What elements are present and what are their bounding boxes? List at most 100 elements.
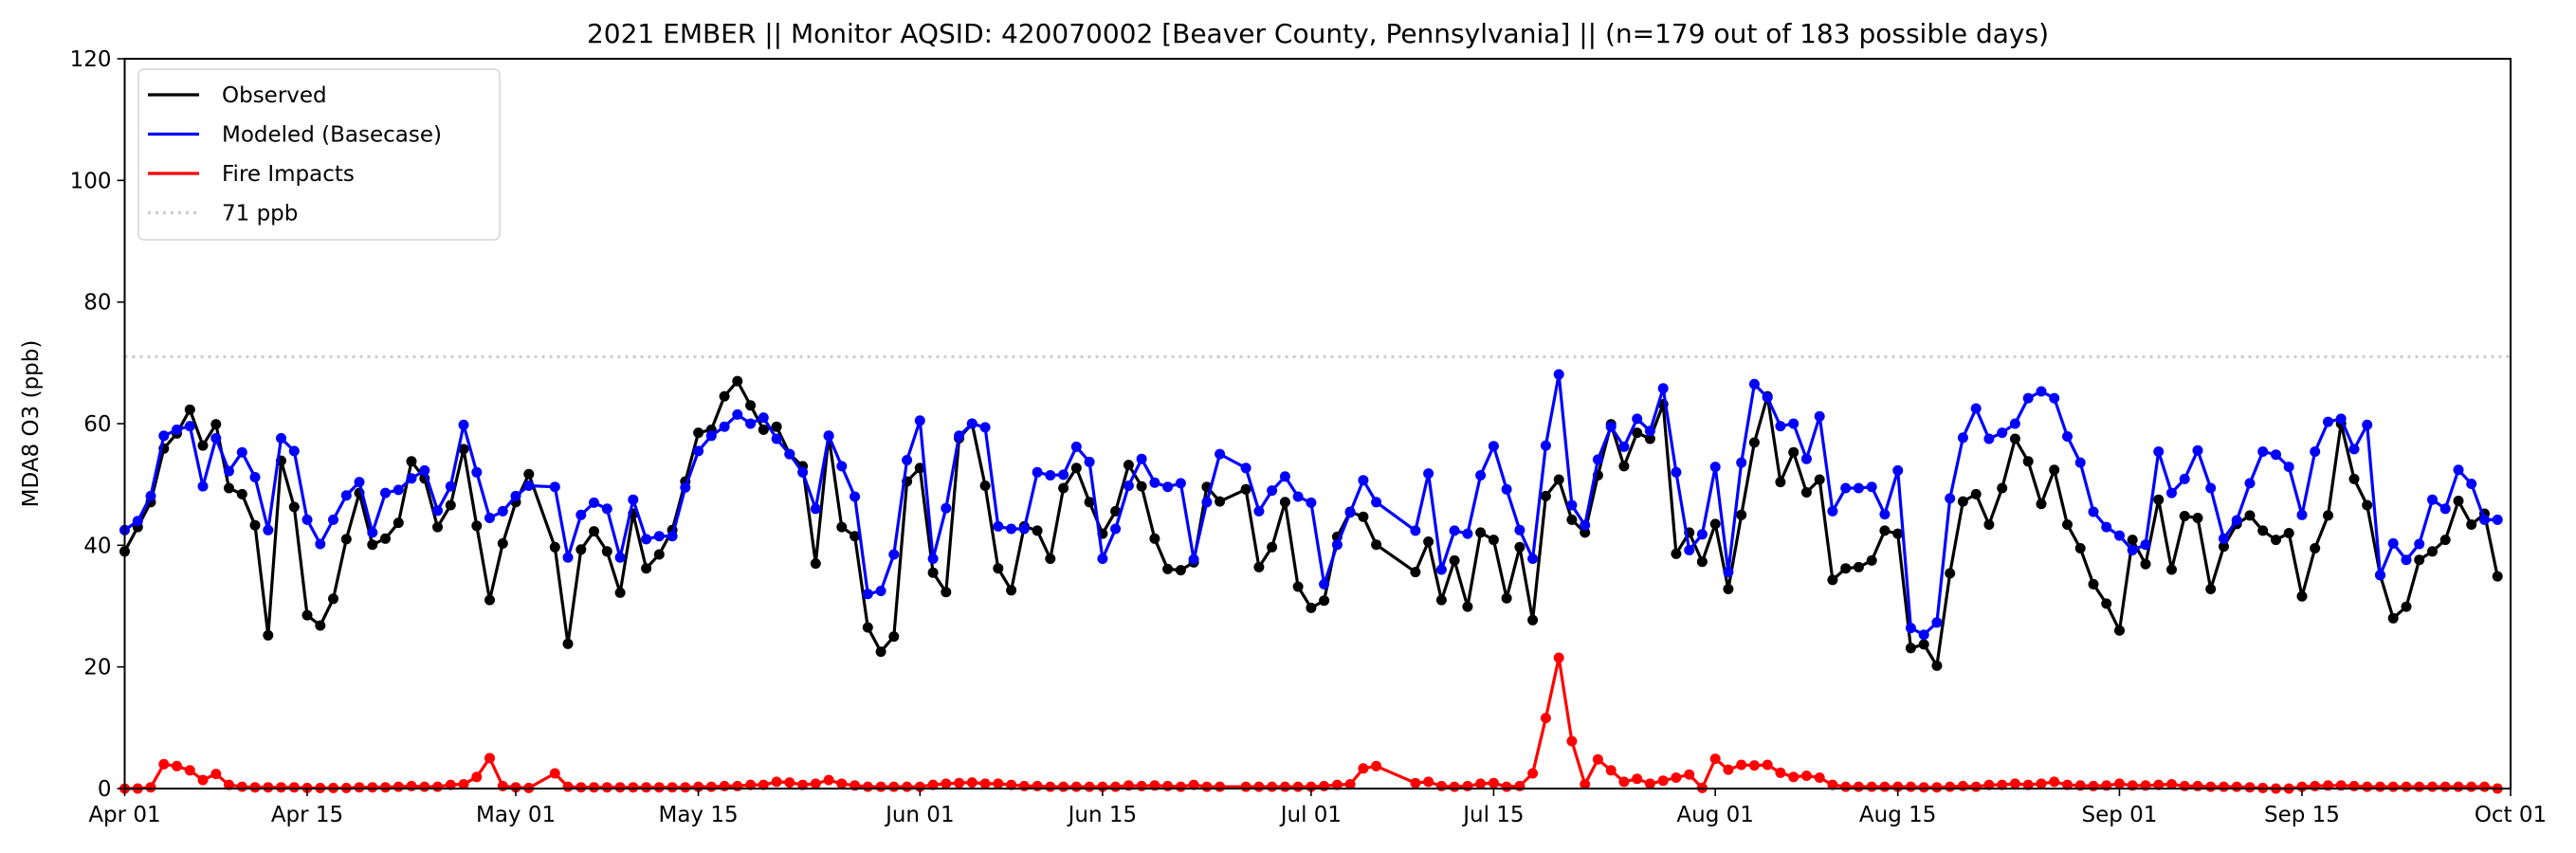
data-point: [1736, 457, 1747, 468]
data-point: [2323, 510, 2333, 521]
data-point: [2166, 779, 2177, 789]
axes: 0 20 40 60 80 100 120 Apr 01 Apr 15 May 01 May 15 J…: [70, 47, 2548, 827]
data-point: [1957, 780, 1968, 791]
data-point: [1605, 765, 1617, 776]
data-point: [1644, 433, 1655, 445]
data-point: [771, 433, 782, 445]
data-point: [249, 519, 261, 531]
data-point: [1540, 490, 1551, 501]
data-point: [732, 780, 743, 791]
data-point: [1462, 601, 1473, 612]
data-point: [954, 777, 965, 789]
data-point: [1566, 514, 1578, 525]
data-point: [966, 418, 977, 429]
data-point: [1566, 735, 1578, 747]
data-point: [1488, 441, 1499, 452]
data-point: [2466, 781, 2477, 792]
data-point: [432, 521, 443, 533]
data-point: [2153, 446, 2165, 457]
data-point: [2271, 449, 2281, 461]
data-point: [172, 424, 182, 435]
data-point: [732, 375, 743, 387]
data-point: [1553, 369, 1564, 380]
data-point: [2088, 578, 2099, 590]
data-point: [1671, 466, 1682, 478]
data-point: [2439, 781, 2451, 792]
data-point: [1084, 456, 1095, 467]
data-point: [589, 782, 599, 793]
data-point: [2036, 778, 2047, 789]
series-line: [124, 656, 2498, 790]
data-point: [2205, 584, 2217, 594]
data-point: [1970, 488, 1982, 499]
data-point: [2192, 445, 2203, 456]
data-point: [589, 497, 599, 508]
data-point: [1840, 781, 1852, 792]
data-point: [771, 421, 782, 432]
data-point: [1905, 781, 1916, 792]
data-point: [1306, 602, 1317, 613]
data-point: [601, 782, 612, 793]
data-point: [745, 779, 757, 790]
data-point: [1410, 567, 1421, 578]
data-point: [1945, 781, 1956, 792]
data-point: [1709, 753, 1721, 765]
data-point: [2219, 533, 2229, 544]
data-point: [484, 513, 495, 523]
data-point: [1331, 539, 1343, 551]
data-point: [2140, 539, 2151, 551]
data-point: [2427, 546, 2438, 557]
data-point: [2101, 598, 2112, 609]
data-point: [875, 781, 886, 792]
data-point: [432, 781, 443, 792]
x-tick-label: Sep 15: [2264, 803, 2340, 827]
data-point: [288, 445, 300, 457]
data-point: [875, 646, 886, 658]
data-point: [224, 465, 234, 477]
data-point: [850, 491, 861, 502]
data-point: [1657, 383, 1669, 394]
data-point: [667, 782, 678, 793]
y-axis-label: MDA8 O3 (ppb): [19, 340, 44, 508]
data-point: [653, 549, 665, 560]
data-point: [1006, 585, 1017, 596]
data-point: [823, 774, 834, 786]
x-tick-label: Sep 01: [2081, 803, 2157, 827]
data-point: [354, 782, 365, 793]
data-point: [1540, 713, 1551, 724]
data-point: [836, 521, 848, 533]
data-point: [2062, 519, 2073, 530]
data-point: [2439, 535, 2451, 546]
data-point: [1931, 782, 1943, 793]
data-point: [1827, 505, 1838, 517]
data-point: [236, 446, 247, 458]
data-point: [197, 481, 209, 492]
data-point: [1123, 481, 1134, 491]
data-point: [1435, 780, 1447, 791]
y-tick-label: 40: [83, 534, 111, 558]
data-point: [1449, 554, 1460, 566]
data-point: [523, 481, 535, 491]
data-point: [1267, 781, 1278, 792]
data-point: [1058, 482, 1069, 494]
data-point: [419, 781, 430, 792]
data-point: [1319, 780, 1330, 791]
data-point: [315, 538, 326, 550]
data-point: [1931, 660, 1943, 671]
data-point: [1136, 453, 1147, 464]
data-point: [836, 778, 848, 789]
data-point: [888, 549, 900, 560]
data-point: [2114, 625, 2125, 636]
y-tick-label: 80: [83, 291, 111, 316]
data-point: [1371, 497, 1382, 508]
data-point: [1696, 556, 1708, 568]
data-point: [393, 781, 404, 792]
data-point: [1800, 453, 1812, 464]
y-tick-label: 20: [83, 656, 111, 681]
data-point: [1775, 477, 1786, 488]
data-point: [1983, 779, 1995, 790]
data-point: [1110, 505, 1122, 517]
data-point: [2283, 528, 2294, 538]
data-point: [276, 782, 286, 793]
data-point: [1006, 523, 1017, 535]
